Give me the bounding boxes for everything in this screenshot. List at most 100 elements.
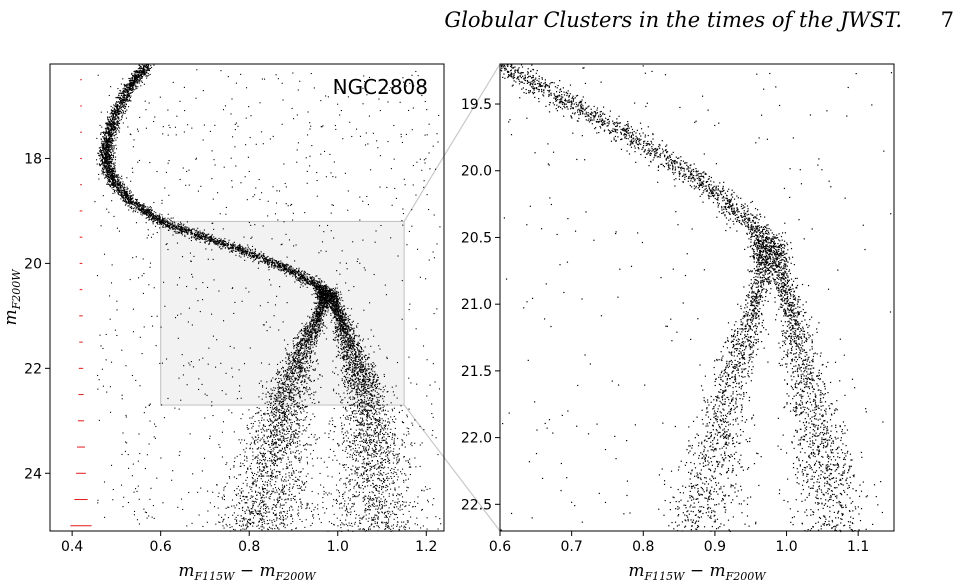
star-point — [114, 168, 116, 170]
star-point — [269, 402, 272, 404]
star-point — [259, 500, 262, 502]
star-point — [280, 516, 282, 518]
star-point — [315, 439, 317, 441]
star-point — [127, 94, 129, 96]
star-point — [321, 301, 323, 303]
star-point — [225, 242, 227, 244]
star-point — [248, 522, 250, 524]
star-point — [297, 445, 299, 447]
star-point — [278, 471, 280, 473]
star-point — [102, 144, 105, 146]
star-point — [316, 288, 318, 291]
star-point — [142, 212, 144, 214]
star-point — [310, 380, 312, 383]
star-point — [100, 156, 102, 158]
star-point — [285, 515, 287, 517]
star-point — [260, 473, 262, 475]
star-point — [185, 229, 187, 231]
star-point — [151, 209, 153, 211]
star-point — [289, 442, 291, 444]
star-point — [262, 385, 264, 387]
star-point — [263, 512, 265, 514]
star-point — [318, 295, 320, 297]
star-point — [197, 231, 199, 233]
star-point — [99, 148, 102, 151]
star-point — [278, 402, 280, 405]
star-point — [308, 279, 310, 281]
star-point — [114, 162, 116, 164]
star-point — [300, 359, 302, 361]
star-point — [107, 183, 109, 185]
star-point — [115, 111, 117, 113]
star-point — [323, 287, 325, 289]
star-point — [113, 131, 115, 133]
star-point — [172, 217, 174, 219]
star-point — [274, 452, 276, 454]
star-point — [277, 452, 279, 454]
star-point — [275, 461, 277, 463]
star-point — [256, 474, 258, 476]
star-point — [236, 519, 238, 521]
star-point — [252, 482, 254, 484]
star-point — [305, 280, 307, 282]
star-point — [189, 231, 191, 233]
star-point — [215, 242, 217, 244]
star-point — [227, 247, 230, 249]
star-point — [127, 202, 129, 204]
star-point — [119, 106, 121, 108]
star-point — [237, 249, 239, 251]
star-point — [306, 391, 308, 393]
star-point — [270, 402, 273, 404]
star-point — [119, 187, 121, 189]
star-point — [109, 130, 111, 132]
star-point — [281, 484, 284, 486]
star-point — [289, 268, 291, 270]
star-point — [284, 390, 286, 392]
star-point — [184, 228, 186, 230]
star-point — [259, 257, 261, 259]
star-point — [277, 395, 279, 397]
star-point — [283, 412, 285, 414]
star-point — [286, 426, 288, 428]
star-point — [303, 344, 305, 346]
star-point — [300, 276, 302, 278]
star-point — [263, 503, 265, 505]
star-point — [123, 192, 125, 194]
star-point — [123, 83, 125, 85]
star-point — [103, 138, 105, 140]
star-point — [310, 335, 312, 337]
star-point — [127, 91, 129, 93]
star-point — [269, 436, 271, 438]
star-point — [257, 457, 259, 459]
star-point — [294, 456, 296, 458]
star-point — [143, 67, 145, 69]
star-point — [276, 381, 278, 383]
star-point — [126, 83, 128, 85]
star-point — [280, 450, 282, 452]
star-point — [262, 488, 264, 490]
star-point — [290, 273, 292, 275]
star-point — [237, 247, 239, 249]
star-point — [272, 512, 274, 514]
star-point — [106, 132, 108, 134]
star-point — [134, 81, 136, 83]
star-point — [104, 167, 107, 169]
star-point — [309, 344, 311, 346]
star-point — [276, 438, 279, 440]
star-point — [301, 343, 303, 346]
star-point — [196, 237, 198, 239]
star-point — [309, 316, 311, 318]
star-point — [194, 234, 196, 236]
star-point — [201, 236, 203, 239]
star-point — [316, 286, 318, 288]
star-point — [171, 227, 174, 229]
star-point — [234, 244, 236, 246]
star-point — [261, 524, 263, 526]
star-point — [236, 249, 238, 251]
star-point — [243, 449, 245, 451]
star-point — [266, 430, 268, 432]
star-point — [270, 398, 272, 400]
star-point — [271, 462, 273, 464]
star-point — [162, 222, 164, 224]
star-point — [121, 99, 123, 101]
